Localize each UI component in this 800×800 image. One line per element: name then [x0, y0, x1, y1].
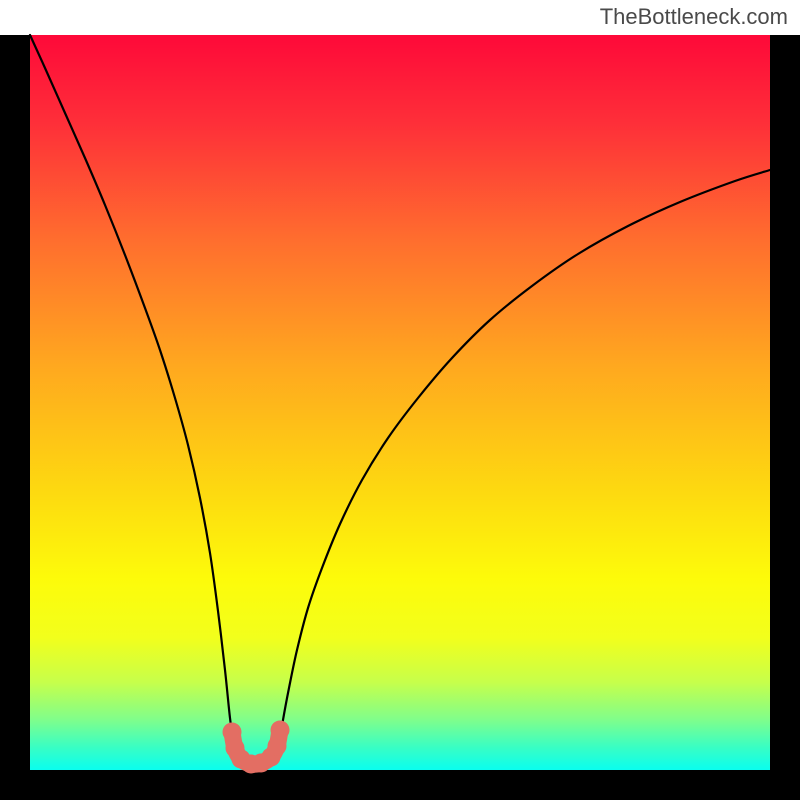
bottleneck-chart: [0, 0, 800, 800]
fit-marker: [223, 723, 242, 742]
fit-marker: [268, 737, 287, 756]
watermark-label: TheBottleneck.com: [600, 4, 788, 30]
frame-right: [770, 35, 800, 800]
frame-left: [0, 35, 30, 800]
fit-marker: [271, 721, 290, 740]
chart-container: TheBottleneck.com: [0, 0, 800, 800]
frame-bottom: [0, 770, 800, 800]
plot-background: [30, 35, 770, 770]
